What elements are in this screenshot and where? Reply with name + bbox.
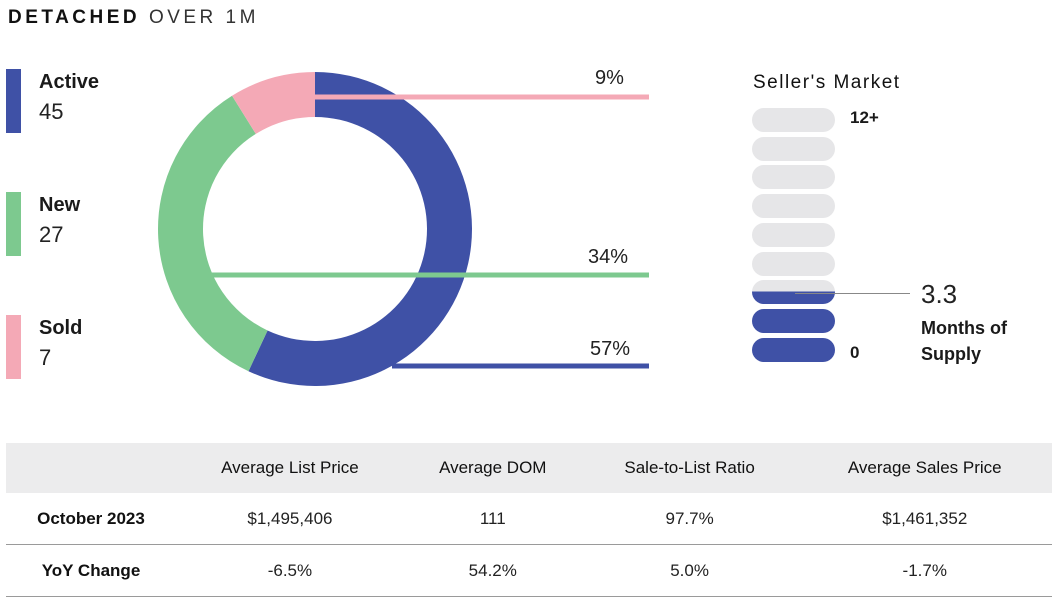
legend-value-active: 45 [39, 99, 64, 124]
months-of-supply-value: 3.3 [921, 279, 958, 309]
table-cell: 111 [479, 508, 506, 528]
table-cell: $1,495,406 [247, 508, 333, 528]
gauge-pill [752, 338, 835, 362]
table-cell: $1,461,352 [882, 508, 968, 528]
row-label: October 2023 [37, 508, 145, 528]
legend-label-new: New [39, 194, 81, 216]
row-label: YoY Change [41, 560, 141, 580]
legend-swatch-sold [6, 315, 21, 379]
legend-swatch-active [6, 69, 21, 133]
page-title: DETACHED OVER 1M [8, 7, 259, 29]
table-header-row: Average List Price Average DOM Sale-to-L… [6, 443, 1052, 493]
legend-swatch-new [6, 192, 21, 256]
gauge-pill [752, 309, 835, 333]
gauge-pill [752, 223, 835, 247]
legend-value-new: 27 [39, 222, 64, 247]
months-pointer-line [795, 293, 910, 294]
table-header-sale-to-list: Sale-to-List Ratio [624, 458, 755, 477]
table-header-sales-price: Average Sales Price [847, 458, 1002, 477]
market-title: Seller's Market [753, 72, 901, 93]
title-light: OVER 1M [148, 7, 259, 28]
table-header-list-price: Average List Price [221, 458, 359, 477]
gauge-pill [752, 280, 835, 304]
months-of-supply-label: Months of Supply [921, 318, 1007, 364]
gauge-pill [752, 194, 835, 218]
gauge-pill [752, 252, 835, 276]
gauge-pill [752, 165, 835, 189]
donut-slice-new [158, 95, 268, 372]
table-header-dom: Average DOM [439, 458, 547, 477]
table-cell: 54.2% [468, 560, 517, 580]
table-cell: 5.0% [670, 560, 709, 580]
title-bold: DETACHED [8, 7, 141, 28]
gauge-pill [752, 108, 835, 132]
pct-label-new: 34% [588, 246, 629, 268]
pct-label-active: 57% [590, 338, 631, 360]
stats-table: Average List Price Average DOM Sale-to-L… [6, 443, 1052, 597]
legend-label-sold: Sold [39, 317, 83, 339]
donut-slice-active [248, 72, 472, 387]
table-cell: -6.5% [267, 560, 313, 580]
legend-label-active: Active [39, 71, 100, 93]
legend-value-sold: 7 [39, 345, 52, 370]
table-header-empty [6, 443, 176, 493]
donut-slice-sold [232, 72, 315, 134]
table-cell: -1.7% [902, 560, 947, 580]
table-row: October 2023 $1,495,406 111 97.7% $1,461… [6, 493, 1052, 545]
gauge-pill [752, 137, 835, 161]
gauge-scale-min: 0 [850, 343, 860, 362]
table-row: YoY Change -6.5% 54.2% 5.0% -1.7% [6, 545, 1052, 597]
pct-label-sold: 9% [595, 67, 624, 89]
gauge-scale-max: 12+ [850, 108, 879, 127]
table-cell: 97.7% [665, 508, 714, 528]
